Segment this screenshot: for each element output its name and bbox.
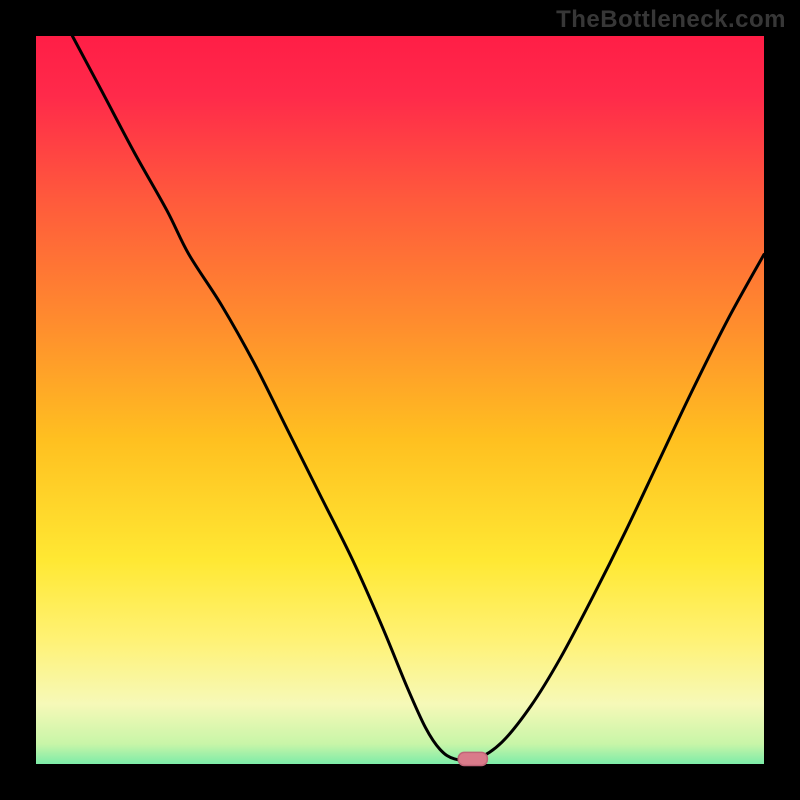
chart-stage: TheBottleneck.com [0, 0, 800, 800]
gradient-background [0, 0, 800, 800]
